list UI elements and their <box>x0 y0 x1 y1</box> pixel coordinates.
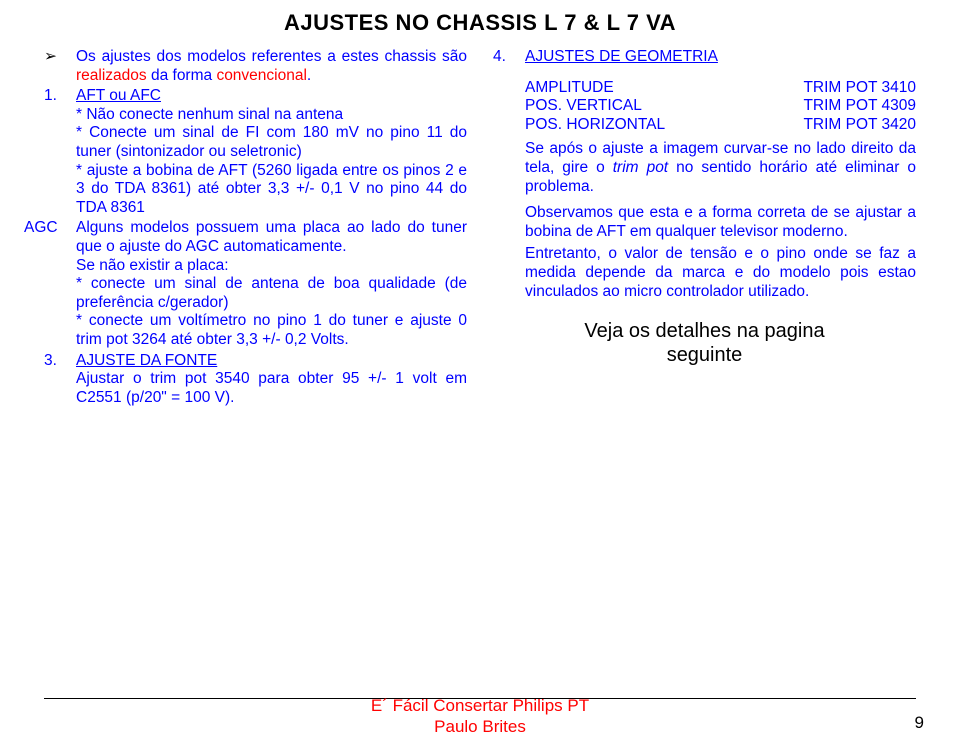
item-1: 1. AFT ou AFC * Não conecte nenhum sinal… <box>44 87 467 217</box>
intro-item: ➢ Os ajustes dos modelos referentes a es… <box>44 48 467 85</box>
geometry-table: AMPLITUDE TRIM POT 3410 POS. VERTICAL TR… <box>525 79 916 135</box>
page-footer: E´ Fácil Consertar Philips PT Paulo Brit… <box>0 696 960 737</box>
intro-t5: . <box>307 67 311 84</box>
intro-text: Os ajustes dos modelos referentes a este… <box>76 48 467 85</box>
item-3-body: AJUSTE DA FONTE Ajustar o trim pot 3540 … <box>76 352 467 408</box>
note-box: Observamos que esta e a forma correta de… <box>493 204 916 301</box>
geo-row-2: POS. VERTICAL TRIM POT 4309 <box>525 97 916 116</box>
cta-text: Veja os detalhes na pagina seguinte <box>493 319 916 367</box>
geo-r3b: TRIM POT 3420 <box>803 116 916 135</box>
item-3-p1: Ajustar o trim pot 3540 para obter 95 +/… <box>76 370 467 407</box>
item-4: 4. AJUSTES DE GEOMETRIA AMPLITUDE TRIM P… <box>493 48 916 196</box>
geo-r1b: TRIM POT 3410 <box>803 79 916 98</box>
agc-p1: Alguns modelos possuem uma placa ao lado… <box>76 219 467 256</box>
intro-t1: Os ajustes dos modelos referentes a este… <box>76 48 467 65</box>
item-4-body: AJUSTES DE GEOMETRIA AMPLITUDE TRIM POT … <box>525 48 916 196</box>
geo-r3a: POS. HORIZONTAL <box>525 116 665 135</box>
item-1-label: AFT ou AFC <box>76 87 467 106</box>
item-3-label: AJUSTE DA FONTE <box>76 352 217 369</box>
item-1-marker: 1. <box>44 87 62 217</box>
geo-r1a: AMPLITUDE <box>525 79 614 98</box>
item-1-p2: * Conecte um sinal de FI com 180 mV no p… <box>76 124 467 161</box>
right-column: 4. AJUSTES DE GEOMETRIA AMPLITUDE TRIM P… <box>493 48 916 409</box>
agc-item: AGC Alguns modelos possuem uma placa ao … <box>44 219 467 349</box>
intro-t2: realizados <box>76 67 147 84</box>
note-3: Entretanto, o valor de tensão e o pino o… <box>525 245 916 301</box>
footer-line2: Paulo Brites <box>0 717 960 737</box>
agc-p2: Se não existir a placa: <box>76 257 467 276</box>
item-4-marker: 4. <box>493 48 511 196</box>
content-columns: ➢ Os ajustes dos modelos referentes a es… <box>44 48 916 409</box>
agc-body: Alguns modelos possuem uma placa ao lado… <box>76 219 467 349</box>
agc-marker: AGC <box>24 219 62 349</box>
note1-t2: trim pot <box>613 159 668 176</box>
page-number: 9 <box>915 713 924 733</box>
note-2: Observamos que esta e a forma correta de… <box>525 204 916 241</box>
cta-line2: seguinte <box>493 343 916 367</box>
left-column: ➢ Os ajustes dos modelos referentes a es… <box>44 48 467 409</box>
cta-line1: Veja os detalhes na pagina <box>493 319 916 343</box>
agc-p3: * conecte um sinal de antena de boa qual… <box>76 275 467 312</box>
geo-r2a: POS. VERTICAL <box>525 97 642 116</box>
intro-t3: da forma <box>147 67 217 84</box>
page-title: AJUSTES NO CHASSIS L 7 & L 7 VA <box>44 10 916 36</box>
item-1-p3: * ajuste a bobina de AFT (5260 ligada en… <box>76 162 467 218</box>
note-1: Se após o ajuste a imagem curvar-se no l… <box>525 140 916 196</box>
item-1-body: AFT ou AFC * Não conecte nenhum sinal na… <box>76 87 467 217</box>
item-1-p1: * Não conecte nenhum sinal na antena <box>76 106 467 125</box>
geo-row-1: AMPLITUDE TRIM POT 3410 <box>525 79 916 98</box>
geo-row-3: POS. HORIZONTAL TRIM POT 3420 <box>525 116 916 135</box>
item-4-label: AJUSTES DE GEOMETRIA <box>525 48 916 67</box>
item-3-marker: 3. <box>44 352 62 408</box>
bullet-icon: ➢ <box>44 48 62 85</box>
intro-t4: convencional <box>216 67 306 84</box>
geo-r2b: TRIM POT 4309 <box>803 97 916 116</box>
footer-line1: E´ Fácil Consertar Philips PT <box>0 696 960 716</box>
agc-p4: * conecte um voltímetro no pino 1 do tun… <box>76 312 467 349</box>
item-3: 3. AJUSTE DA FONTE Ajustar o trim pot 35… <box>44 352 467 408</box>
